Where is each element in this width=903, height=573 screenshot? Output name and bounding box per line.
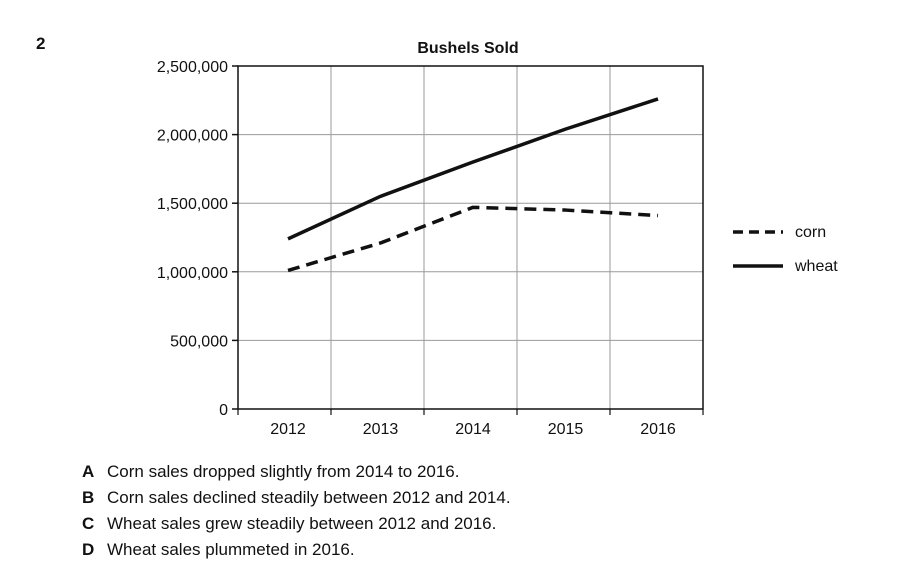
legend-label-wheat: wheat <box>794 258 838 275</box>
legend-label-corn: corn <box>795 224 826 241</box>
line-chart: Bushels Sold 0 500,000 1,000,000 1,500,000 2… <box>157 40 838 438</box>
axes: 0 500,000 1,000,000 1,500,000 2,000,000 2,500… <box>157 59 704 438</box>
series-line-corn <box>287 205 659 273</box>
series-line-wheat <box>287 97 659 241</box>
choice-letter: D <box>82 540 95 559</box>
plot-frame <box>237 65 704 410</box>
choice-text: Wheat sales grew steadily between 2012 a… <box>107 514 497 533</box>
y-tick-label: 0 <box>219 402 228 419</box>
legend: corn wheat <box>733 224 838 275</box>
choice-letter: C <box>82 514 95 533</box>
x-tick-label: 2016 <box>640 421 676 438</box>
grid-lines <box>238 65 703 409</box>
choice-text: Wheat sales plummeted in 2016. <box>107 540 355 559</box>
choice-a[interactable]: A Corn sales dropped slightly from 2014 … <box>82 459 511 485</box>
answer-choices: A Corn sales dropped slightly from 2014 … <box>82 459 511 563</box>
choice-letter: A <box>82 462 95 481</box>
x-tick-label: 2015 <box>548 421 584 438</box>
choice-d[interactable]: D Wheat sales plummeted in 2016. <box>82 537 511 563</box>
question-number: 2 <box>36 34 46 53</box>
choice-c[interactable]: C Wheat sales grew steadily between 2012… <box>82 511 511 537</box>
chart-title: Bushels Sold <box>417 40 518 57</box>
y-tick-label: 2,000,000 <box>157 128 228 145</box>
x-tick-label: 2013 <box>363 421 399 438</box>
y-tick-label: 2,500,000 <box>157 59 228 76</box>
x-tick-label: 2012 <box>270 421 306 438</box>
series-lines <box>287 97 659 273</box>
choice-text: Corn sales dropped slightly from 2014 to… <box>107 462 460 481</box>
choice-letter: B <box>82 488 95 507</box>
choice-text: Corn sales declined steadily between 201… <box>107 488 511 507</box>
choice-b[interactable]: B Corn sales declined steadily between 2… <box>82 485 511 511</box>
y-tick-label: 1,500,000 <box>157 196 228 213</box>
y-tick-label: 1,000,000 <box>157 265 228 282</box>
y-tick-label: 500,000 <box>170 333 228 350</box>
x-tick-label: 2014 <box>455 421 491 438</box>
